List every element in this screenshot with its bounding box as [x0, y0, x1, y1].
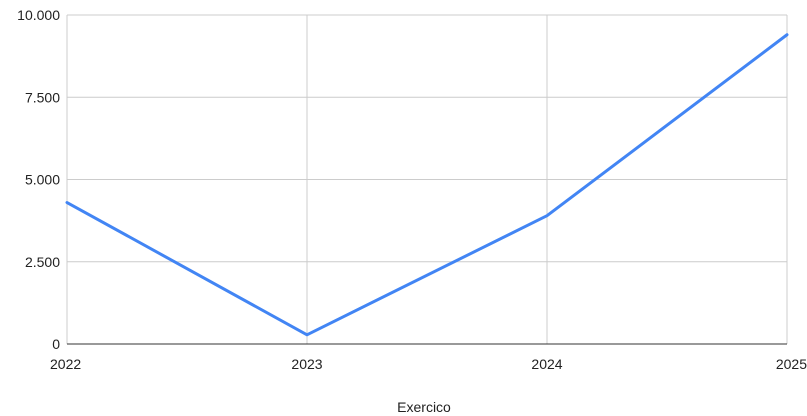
y-tick-label: 0 [52, 336, 60, 352]
y-tick-label: 10.000 [17, 7, 60, 23]
x-tick-label: 2025 [776, 356, 807, 372]
y-axis-tick-labels: 0 2.500 5.000 7.500 10.000 [17, 7, 60, 352]
x-axis-tick-labels: 2022 2023 2024 2025 [50, 356, 807, 372]
series-layer [65, 33, 789, 337]
x-tick-label: 2024 [531, 356, 562, 372]
x-tick-label: 2023 [291, 356, 322, 372]
y-tick-label: 2.500 [25, 254, 60, 270]
x-tick-label: 2022 [50, 356, 81, 372]
x-axis-title: Exercico [397, 399, 451, 415]
horizontal-gridlines [67, 14, 787, 263]
series-line [65, 33, 789, 337]
vertical-gridlines [66, 15, 788, 344]
y-tick-label: 7.500 [25, 89, 60, 105]
y-tick-label: 5.000 [25, 172, 60, 188]
